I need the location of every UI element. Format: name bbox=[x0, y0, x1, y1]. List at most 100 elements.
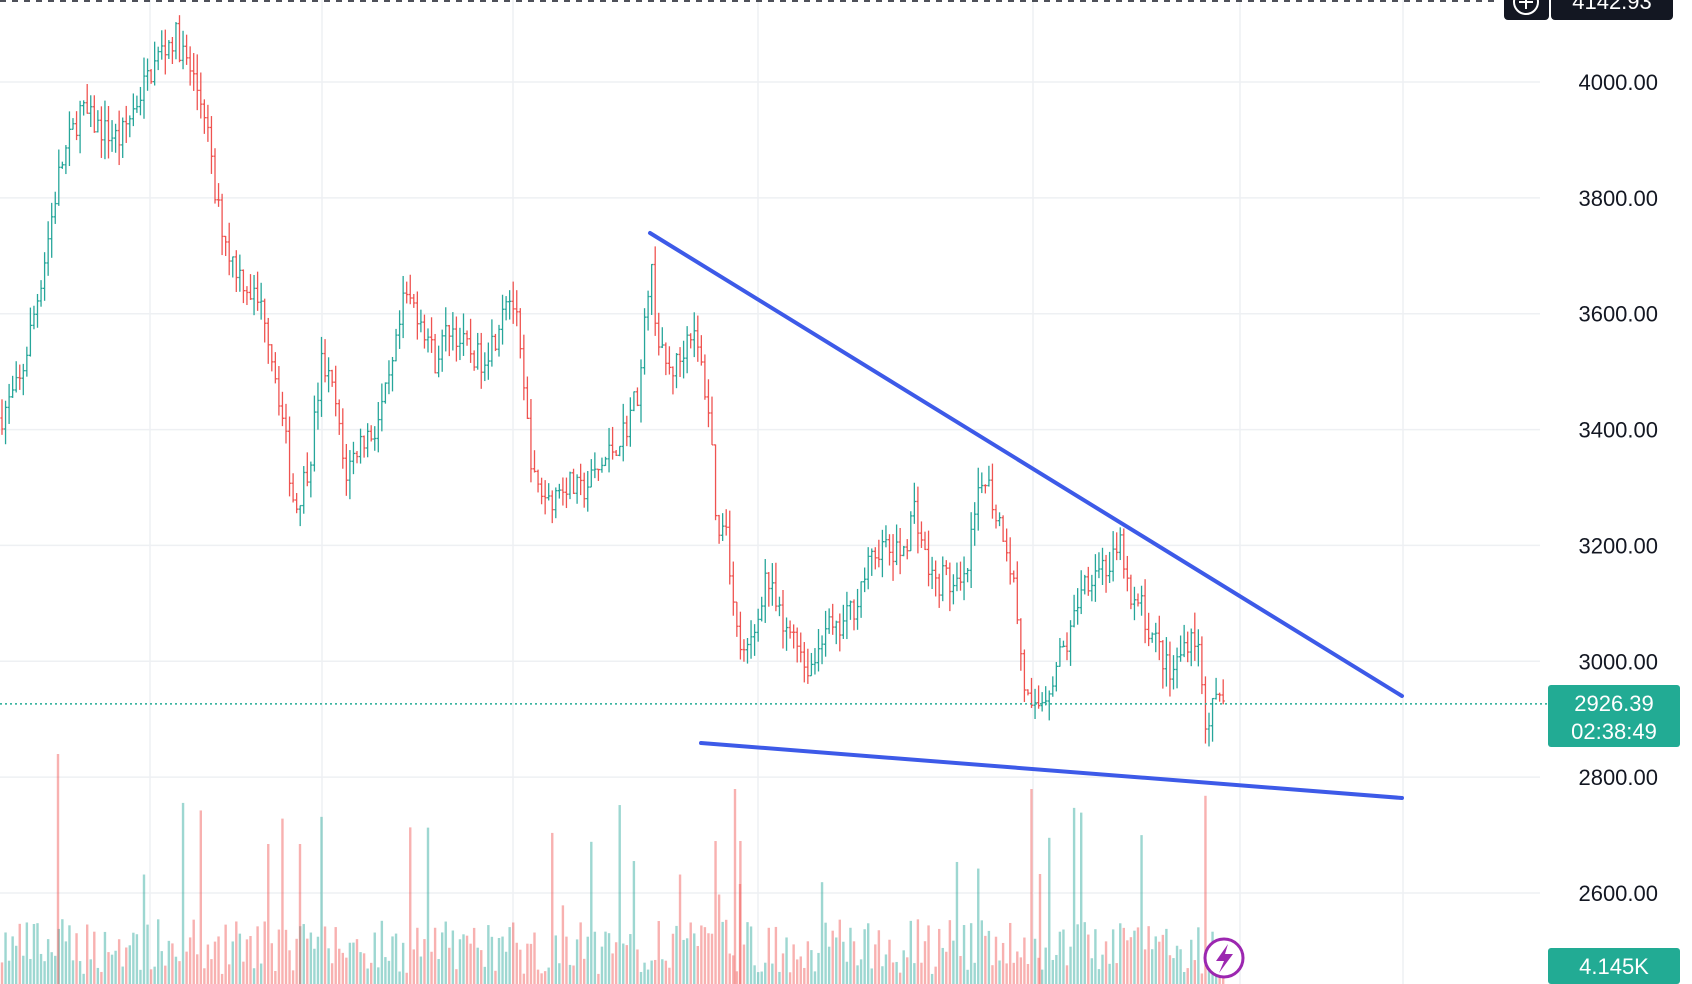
candle bbox=[795, 627, 799, 663]
candle bbox=[454, 316, 458, 362]
countdown-text: 02:38:49 bbox=[1571, 719, 1657, 744]
volume-bar bbox=[1172, 958, 1175, 984]
candle bbox=[1139, 585, 1144, 616]
candle bbox=[284, 403, 288, 444]
candle bbox=[124, 105, 128, 143]
candle bbox=[32, 305, 36, 330]
candle bbox=[937, 573, 941, 608]
candle bbox=[188, 46, 192, 86]
candle bbox=[302, 466, 306, 514]
volume-bar bbox=[831, 930, 834, 984]
candle bbox=[398, 310, 402, 349]
descending-trendline[interactable] bbox=[648, 231, 1404, 698]
candle bbox=[412, 293, 416, 308]
volume-bar bbox=[497, 938, 501, 984]
volume-bar bbox=[313, 948, 316, 984]
volume-bar bbox=[267, 844, 270, 984]
candle bbox=[35, 293, 40, 328]
candle bbox=[7, 383, 11, 424]
candle bbox=[1175, 647, 1179, 689]
candle bbox=[82, 100, 86, 116]
candle bbox=[632, 391, 636, 412]
plus-circle-icon[interactable] bbox=[1513, 0, 1539, 15]
volume-bar bbox=[320, 816, 323, 984]
candle bbox=[312, 395, 316, 472]
candle bbox=[170, 37, 174, 64]
trendline-layer[interactable] bbox=[648, 231, 1404, 800]
candle bbox=[699, 335, 703, 366]
volume-bar bbox=[348, 942, 352, 984]
candle bbox=[650, 263, 654, 315]
volume-bar bbox=[1204, 795, 1207, 984]
candle bbox=[887, 534, 892, 566]
volume-bar bbox=[1040, 969, 1044, 984]
candle bbox=[422, 314, 427, 349]
volume-bar bbox=[494, 970, 497, 984]
candle bbox=[103, 100, 107, 160]
candle bbox=[160, 30, 164, 60]
candle bbox=[770, 563, 774, 606]
candle bbox=[408, 274, 412, 305]
candle bbox=[248, 274, 253, 300]
candle bbox=[458, 327, 462, 361]
volume-bar bbox=[295, 938, 298, 984]
volume-bar bbox=[671, 933, 675, 984]
volume-bar bbox=[441, 932, 444, 984]
candle bbox=[231, 256, 235, 278]
volume-bar bbox=[827, 946, 831, 984]
candle bbox=[355, 451, 359, 464]
candle bbox=[245, 286, 249, 306]
candle bbox=[923, 531, 927, 551]
candle bbox=[848, 600, 853, 620]
candle bbox=[479, 332, 483, 389]
candle bbox=[1125, 555, 1129, 592]
candle bbox=[738, 611, 742, 660]
candle bbox=[1019, 618, 1023, 671]
candle bbox=[642, 308, 647, 375]
volume-bar bbox=[1111, 929, 1115, 984]
volume-bar bbox=[281, 818, 284, 984]
volume-bar bbox=[1168, 955, 1172, 984]
candle bbox=[319, 336, 324, 417]
candle bbox=[213, 148, 217, 204]
candle bbox=[713, 444, 718, 521]
volume-bar bbox=[920, 962, 923, 984]
candle bbox=[1022, 649, 1026, 702]
volume-bar bbox=[682, 939, 685, 984]
candle bbox=[919, 521, 924, 548]
volume-bar bbox=[980, 920, 983, 984]
volume-bar bbox=[1175, 945, 1179, 984]
candle bbox=[646, 290, 650, 331]
price-tick-label: 4000.00 bbox=[1578, 70, 1658, 95]
candle bbox=[99, 106, 103, 158]
volume-bar bbox=[238, 933, 242, 984]
volume-bar bbox=[1136, 927, 1140, 984]
candle bbox=[1164, 637, 1168, 687]
candle bbox=[220, 193, 224, 256]
volume-bar bbox=[128, 945, 131, 984]
volume-bar bbox=[1200, 973, 1204, 984]
candle bbox=[1193, 612, 1197, 661]
volume-bar bbox=[700, 925, 703, 984]
volume-bar bbox=[299, 926, 302, 984]
candle bbox=[270, 344, 274, 372]
candle bbox=[934, 560, 938, 597]
candle bbox=[628, 397, 632, 447]
candle bbox=[1171, 655, 1176, 690]
candle bbox=[905, 539, 909, 560]
lightning-icon[interactable] bbox=[1203, 937, 1245, 979]
volume-bar bbox=[377, 967, 380, 984]
candle bbox=[997, 512, 1002, 527]
volume-bar bbox=[1122, 927, 1125, 984]
candle bbox=[1147, 612, 1151, 647]
candle bbox=[1214, 677, 1218, 700]
support-trendline[interactable] bbox=[699, 741, 1404, 800]
price-axis[interactable]: 4000.00 3800.00 3600.00 3400.00 3200.00 3000.… bbox=[1578, 70, 1658, 906]
candle bbox=[390, 356, 395, 392]
candle bbox=[28, 307, 32, 357]
candle bbox=[114, 123, 118, 153]
candle bbox=[508, 290, 512, 320]
candle bbox=[827, 608, 831, 634]
